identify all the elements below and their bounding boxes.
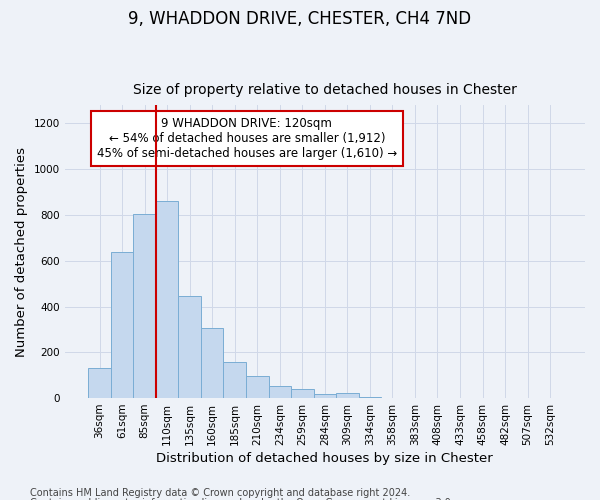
Bar bbox=[133, 214, 156, 398]
Bar bbox=[269, 386, 291, 398]
Bar bbox=[223, 362, 246, 398]
Bar bbox=[201, 328, 223, 398]
Bar bbox=[314, 394, 336, 398]
Title: Size of property relative to detached houses in Chester: Size of property relative to detached ho… bbox=[133, 83, 517, 97]
Bar bbox=[178, 296, 201, 398]
Text: 9 WHADDON DRIVE: 120sqm
← 54% of detached houses are smaller (1,912)
45% of semi: 9 WHADDON DRIVE: 120sqm ← 54% of detache… bbox=[97, 117, 397, 160]
Bar bbox=[88, 368, 111, 398]
Y-axis label: Number of detached properties: Number of detached properties bbox=[15, 146, 28, 356]
Bar bbox=[246, 376, 269, 398]
Text: 9, WHADDON DRIVE, CHESTER, CH4 7ND: 9, WHADDON DRIVE, CHESTER, CH4 7ND bbox=[128, 10, 472, 28]
Bar bbox=[359, 397, 381, 398]
Bar bbox=[111, 252, 133, 398]
X-axis label: Distribution of detached houses by size in Chester: Distribution of detached houses by size … bbox=[157, 452, 493, 465]
Text: Contains HM Land Registry data © Crown copyright and database right 2024.: Contains HM Land Registry data © Crown c… bbox=[30, 488, 410, 498]
Bar bbox=[336, 394, 359, 398]
Bar bbox=[291, 389, 314, 398]
Text: Contains public sector information licensed under the Open Government Licence v3: Contains public sector information licen… bbox=[30, 498, 454, 500]
Bar bbox=[156, 201, 178, 398]
